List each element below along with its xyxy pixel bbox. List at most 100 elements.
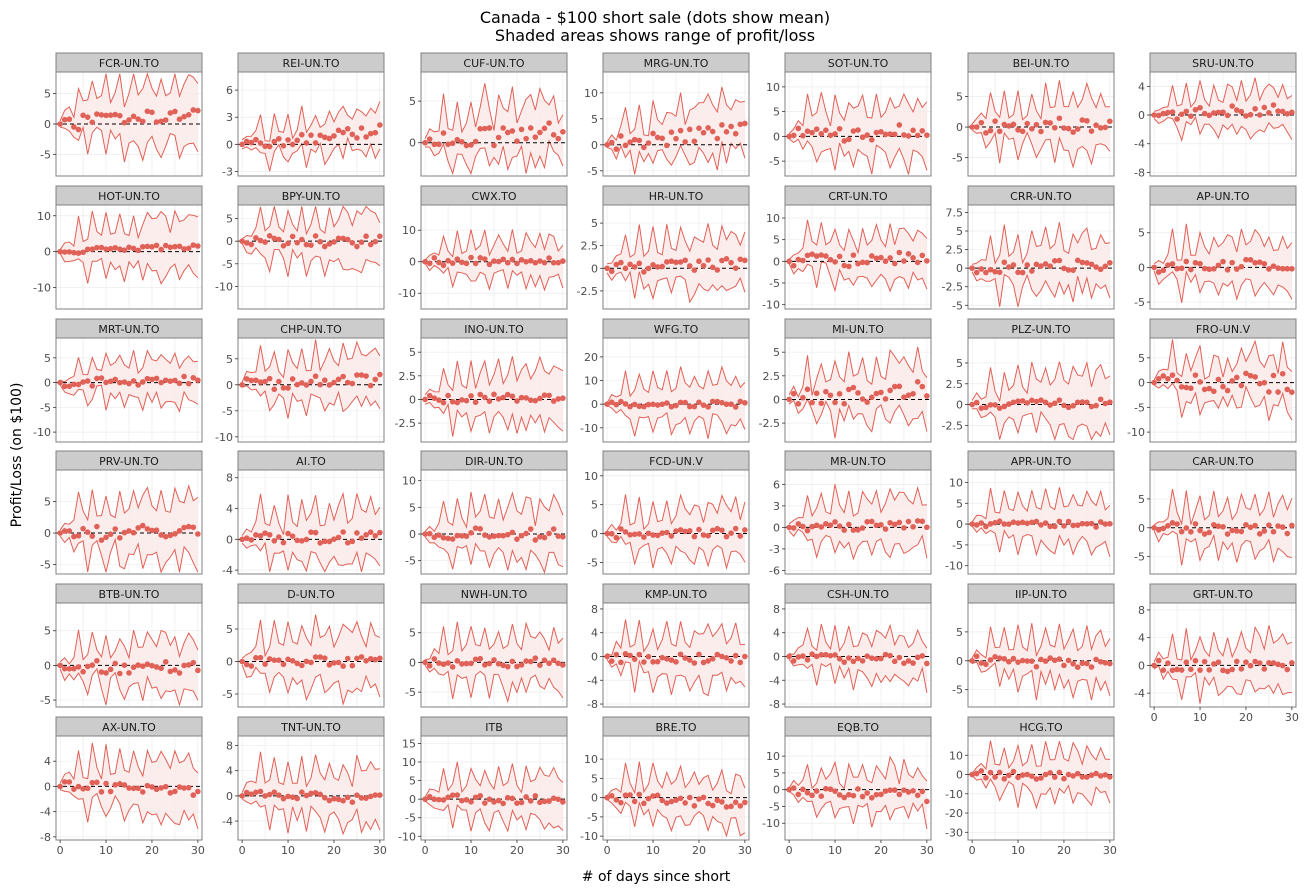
range-upper-line [424,83,564,139]
facet-border [967,71,1115,177]
range-lower-line [59,667,199,707]
mean-point [66,666,73,672]
y-tick-label: 6 [773,478,780,491]
mean-point [627,652,633,659]
mean-point [514,138,520,144]
mean-point [57,248,63,255]
range-upper-line [971,222,1110,265]
y-tick-label: 4 [1138,80,1145,93]
mean-point [495,258,502,265]
mean-point [859,525,866,531]
mean-point [1074,664,1081,670]
mean-point [431,255,438,261]
mean-point [117,112,123,119]
mean-point [321,538,328,545]
facet-strip-label: TNT-UN.TO [280,721,341,734]
mean-point [94,779,100,786]
mean-point [1084,521,1090,527]
mean-point [705,404,711,410]
mean-point [363,657,369,664]
mean-point [1006,123,1012,129]
mean-point [891,521,898,528]
mean-point [804,789,811,796]
mean-point [714,398,721,405]
mean-point [358,372,365,378]
y-tick-label: 0 [1138,109,1145,122]
mean-point [477,792,484,799]
mean-point [181,373,187,380]
y-tick-label: -2.5 [942,419,963,432]
mean-point [344,379,351,386]
mean-point [84,529,91,535]
y-tick-label: 2.5 [581,240,599,253]
mean-point [243,138,250,145]
mean-point [112,660,119,667]
facet-border [420,71,568,177]
mean-point [795,521,802,527]
mean-point [135,116,141,122]
y-tick-label: -4 [769,674,780,687]
mean-point [1070,129,1076,135]
mean-point [732,404,739,410]
mean-point [786,133,792,140]
mean-point [1165,109,1171,116]
mean-point [1042,658,1049,664]
mean-point [449,398,456,405]
y-tick-label: 0 [409,793,416,806]
mean-point [181,785,187,791]
mean-point [459,661,465,667]
range-upper-line [59,629,199,665]
mean-point [1051,400,1058,407]
y-tick-label: 2.5 [946,378,964,391]
facet-border [237,71,385,177]
mean-point [321,655,328,661]
x-tick-label: 0 [786,844,793,857]
mean-point [1074,522,1081,528]
mean-point [436,532,442,538]
mean-point [486,796,493,803]
mean-point [303,658,310,665]
y-tick-label: 5 [956,357,963,370]
mean-point [537,799,543,806]
mean-point [882,396,889,402]
mean-point [1252,374,1258,380]
y-tick-label: 0 [1138,377,1145,390]
mean-point [495,661,502,667]
mean-point [631,264,638,270]
mean-point [514,398,520,404]
mean-point [285,385,291,391]
mean-point [919,252,926,259]
mean-point [1079,660,1086,667]
y-tick-label: -4 [1134,138,1145,151]
mean-point [285,656,291,663]
mean-point [1155,112,1162,119]
mean-point [139,379,146,385]
mean-point [719,122,725,128]
mean-point [1070,661,1076,667]
mean-point [873,791,880,798]
mean-point [308,378,314,385]
mean-point [239,658,245,665]
mean-point [1102,772,1109,778]
mean-point [645,795,652,802]
mean-point [422,258,428,265]
facet-prv-un-to: PRV-UN.TO-505 [40,450,203,575]
facet-strip-label: GRT-UN.TO [1193,588,1254,601]
mean-point [682,139,688,145]
mean-point [294,537,301,544]
x-tick-label: 0 [57,844,64,857]
mean-point [181,524,187,531]
mean-point [868,655,875,661]
mean-point [1243,256,1249,263]
mean-point [253,136,259,143]
mean-point [1065,404,1072,411]
mean-point [1097,396,1104,403]
mean-point [239,141,245,148]
mean-point [723,655,730,661]
mean-point [1289,389,1295,395]
mean-point [98,244,105,251]
mean-point [604,530,610,537]
facet-border [420,337,568,443]
facet-strip-label: CAR-UN.TO [1192,455,1254,468]
mean-point [167,532,174,539]
